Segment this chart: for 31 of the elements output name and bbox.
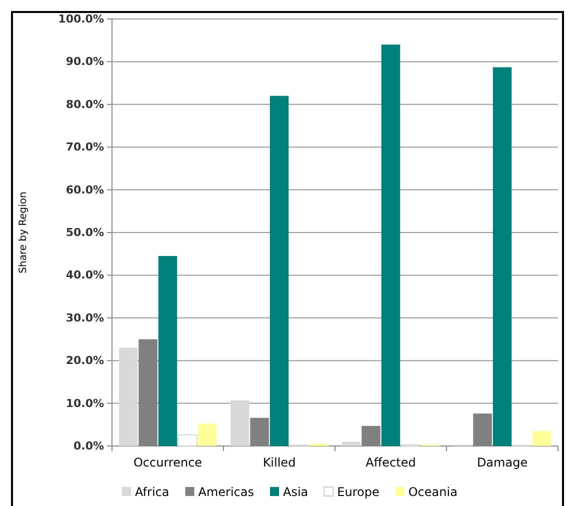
bar (532, 431, 552, 446)
bar (178, 434, 198, 446)
y-tick-label: 0.0% (73, 440, 104, 453)
bar (118, 348, 138, 446)
y-tick-label: 50.0% (66, 226, 104, 240)
x-tick-label: Damage (476, 456, 528, 470)
bar (270, 96, 289, 446)
bar (381, 44, 400, 446)
bar (492, 67, 512, 446)
legend-label: Oceania (408, 485, 458, 499)
y-tick-label: 30.0% (66, 311, 104, 324)
legend-label: Europe (337, 485, 380, 499)
legend-label: Asia (283, 485, 308, 499)
legend-label: Americas (198, 485, 254, 499)
y-axis-title: Share by Region (18, 192, 29, 274)
bar (342, 442, 361, 446)
y-tick-label: 100.0% (58, 12, 104, 26)
bar (158, 256, 178, 446)
y-tick-label: 90.0% (66, 55, 104, 68)
y-tick-label: 40.0% (66, 268, 104, 282)
bar (230, 400, 250, 446)
bar (198, 424, 217, 446)
y-tick-label: 10.0% (66, 396, 104, 410)
x-tick-label: Killed (262, 456, 296, 470)
legend-label: Africa (135, 485, 170, 499)
y-tick-label: 70.0% (66, 140, 104, 154)
y-tick-label: 80.0% (66, 98, 104, 111)
y-tick-label: 60.0% (66, 183, 104, 196)
y-tick-label: 20.0% (66, 354, 104, 368)
x-tick-label: Affected (366, 456, 416, 470)
x-tick-label: Occurrence (133, 456, 202, 470)
